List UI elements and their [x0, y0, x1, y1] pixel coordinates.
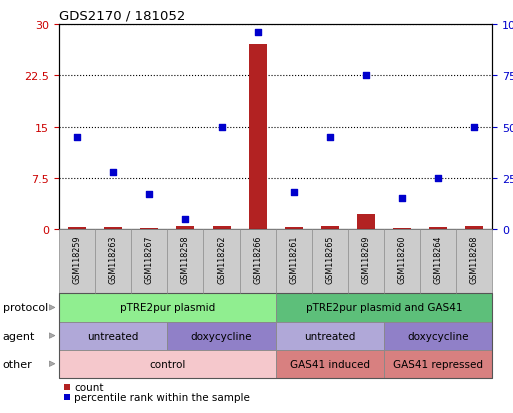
Bar	[384, 322, 492, 350]
Text: GSM118267: GSM118267	[145, 235, 154, 283]
Point	[253, 30, 262, 36]
Bar	[285, 228, 303, 230]
Text: GSM118268: GSM118268	[470, 235, 479, 283]
Text: GSM118260: GSM118260	[398, 235, 407, 283]
Bar	[64, 394, 70, 400]
Bar	[64, 384, 70, 390]
Text: pTRE2pur plasmid and GAS41: pTRE2pur plasmid and GAS41	[306, 303, 462, 313]
Bar	[176, 227, 194, 230]
Bar	[429, 228, 447, 230]
Bar	[276, 322, 384, 350]
Text: untreated: untreated	[304, 331, 356, 341]
Text: GSM118263: GSM118263	[109, 235, 117, 283]
Bar	[59, 322, 167, 350]
Text: GSM118258: GSM118258	[181, 235, 190, 283]
Polygon shape	[49, 361, 55, 367]
Polygon shape	[49, 333, 55, 339]
Bar	[465, 226, 483, 230]
Bar	[212, 226, 230, 230]
Point	[398, 196, 406, 202]
Text: GDS2170 / 181052: GDS2170 / 181052	[59, 9, 185, 22]
Bar	[59, 350, 276, 378]
Text: doxycycline: doxycycline	[407, 331, 469, 341]
Point	[73, 134, 81, 141]
Bar	[276, 350, 384, 378]
Point	[218, 124, 226, 131]
Text: other: other	[3, 359, 32, 369]
Text: GSM118262: GSM118262	[217, 235, 226, 283]
Text: GSM118259: GSM118259	[72, 235, 82, 283]
Bar	[357, 215, 375, 230]
Bar	[59, 294, 492, 378]
Text: GSM118261: GSM118261	[289, 235, 298, 283]
Text: GAS41 induced: GAS41 induced	[290, 359, 370, 369]
Text: agent: agent	[3, 331, 35, 341]
Text: GAS41 repressed: GAS41 repressed	[393, 359, 483, 369]
Point	[470, 124, 479, 131]
Bar	[59, 230, 492, 294]
Bar	[140, 228, 159, 230]
Text: GSM118264: GSM118264	[434, 235, 443, 283]
Text: doxycycline: doxycycline	[191, 331, 252, 341]
Polygon shape	[49, 305, 55, 311]
Text: protocol: protocol	[3, 303, 48, 313]
Bar	[384, 350, 492, 378]
Text: percentile rank within the sample: percentile rank within the sample	[74, 392, 250, 402]
Bar	[104, 228, 122, 230]
Text: count: count	[74, 382, 104, 392]
Point	[434, 175, 442, 182]
Bar	[249, 45, 267, 230]
Point	[290, 190, 298, 196]
Text: untreated: untreated	[88, 331, 139, 341]
Point	[109, 169, 117, 176]
Text: pTRE2pur plasmid: pTRE2pur plasmid	[120, 303, 215, 313]
Bar	[68, 228, 86, 230]
Bar	[276, 294, 492, 322]
Point	[326, 134, 334, 141]
Text: control: control	[149, 359, 186, 369]
Point	[181, 216, 189, 223]
Text: GSM118265: GSM118265	[325, 235, 334, 283]
Text: GSM118269: GSM118269	[362, 235, 370, 283]
Bar	[393, 228, 411, 230]
Point	[362, 73, 370, 79]
Bar	[321, 227, 339, 230]
Point	[145, 192, 153, 198]
Bar	[167, 322, 275, 350]
Text: GSM118266: GSM118266	[253, 235, 262, 283]
Bar	[59, 294, 276, 322]
